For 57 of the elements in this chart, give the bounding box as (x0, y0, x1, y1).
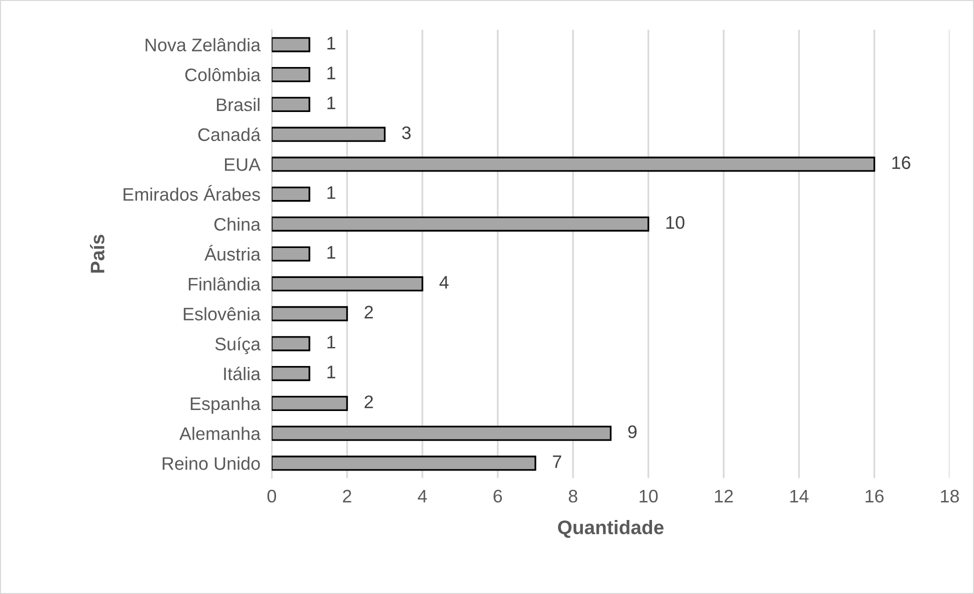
bar (272, 126, 386, 142)
data-label: 1 (327, 366, 336, 378)
x-tick-label: 12 (715, 490, 733, 502)
y-tick-label: Finlândia (188, 277, 261, 291)
y-tick-label: Espanha (190, 396, 261, 414)
data-label: 1 (327, 96, 336, 110)
bar (272, 37, 310, 52)
y-tick-label: Alemanha (179, 426, 261, 440)
x-tick-label: 16 (866, 490, 884, 503)
y-tick-label: Itália (224, 366, 261, 380)
y-tick-label: Áustria (204, 244, 261, 261)
data-label: 2 (364, 395, 373, 408)
x-tick-label: 4 (418, 490, 427, 502)
bar (272, 246, 310, 262)
x-axis-title: Quantidade (558, 520, 664, 538)
y-tick-label: Reino Unido (162, 456, 260, 470)
data-label: 9 (628, 425, 637, 438)
data-label: 1 (327, 66, 336, 80)
x-tick-label: 6 (494, 490, 502, 503)
x-tick-label: 10 (640, 490, 658, 503)
y-axis-title: País (90, 234, 104, 273)
bar (272, 96, 310, 112)
y-tick-label: EUA (224, 158, 261, 171)
bar (272, 216, 650, 232)
y-tick-label: Colômbia (185, 68, 261, 82)
y-tick-label: Canadá (198, 128, 261, 142)
bar (272, 396, 348, 411)
data-label: 1 (327, 336, 336, 348)
y-tick-label: Brasil (216, 98, 260, 112)
bar (272, 456, 536, 471)
bar (272, 366, 310, 382)
data-label: 1 (327, 36, 336, 50)
data-label: 10 (666, 216, 684, 229)
x-tick-label: 0 (267, 490, 276, 503)
y-tick-label: Emirados Árabes (124, 185, 260, 201)
x-tick-label: 14 (790, 490, 809, 502)
x-tick-label: 2 (342, 490, 352, 502)
bar (272, 426, 612, 441)
data-label: 3 (402, 126, 411, 140)
data-label: 2 (364, 306, 373, 318)
bar (272, 276, 424, 292)
bar (272, 336, 310, 352)
x-tick-label: 8 (568, 490, 578, 503)
y-tick-label: China (214, 217, 261, 231)
data-label: 7 (552, 455, 562, 468)
bar (272, 66, 310, 82)
data-label: 1 (327, 246, 336, 259)
bar (272, 156, 876, 172)
data-label: 4 (439, 276, 449, 288)
y-tick-label: Eslovênia (184, 307, 261, 320)
y-tick-label: Suíça (215, 336, 261, 354)
data-label: 1 (327, 186, 336, 199)
bar (272, 306, 348, 322)
x-tick-label: 18 (940, 490, 959, 503)
bar (272, 186, 310, 202)
y-tick-label: Nova Zelândia (146, 38, 261, 52)
data-label: 16 (892, 156, 910, 170)
